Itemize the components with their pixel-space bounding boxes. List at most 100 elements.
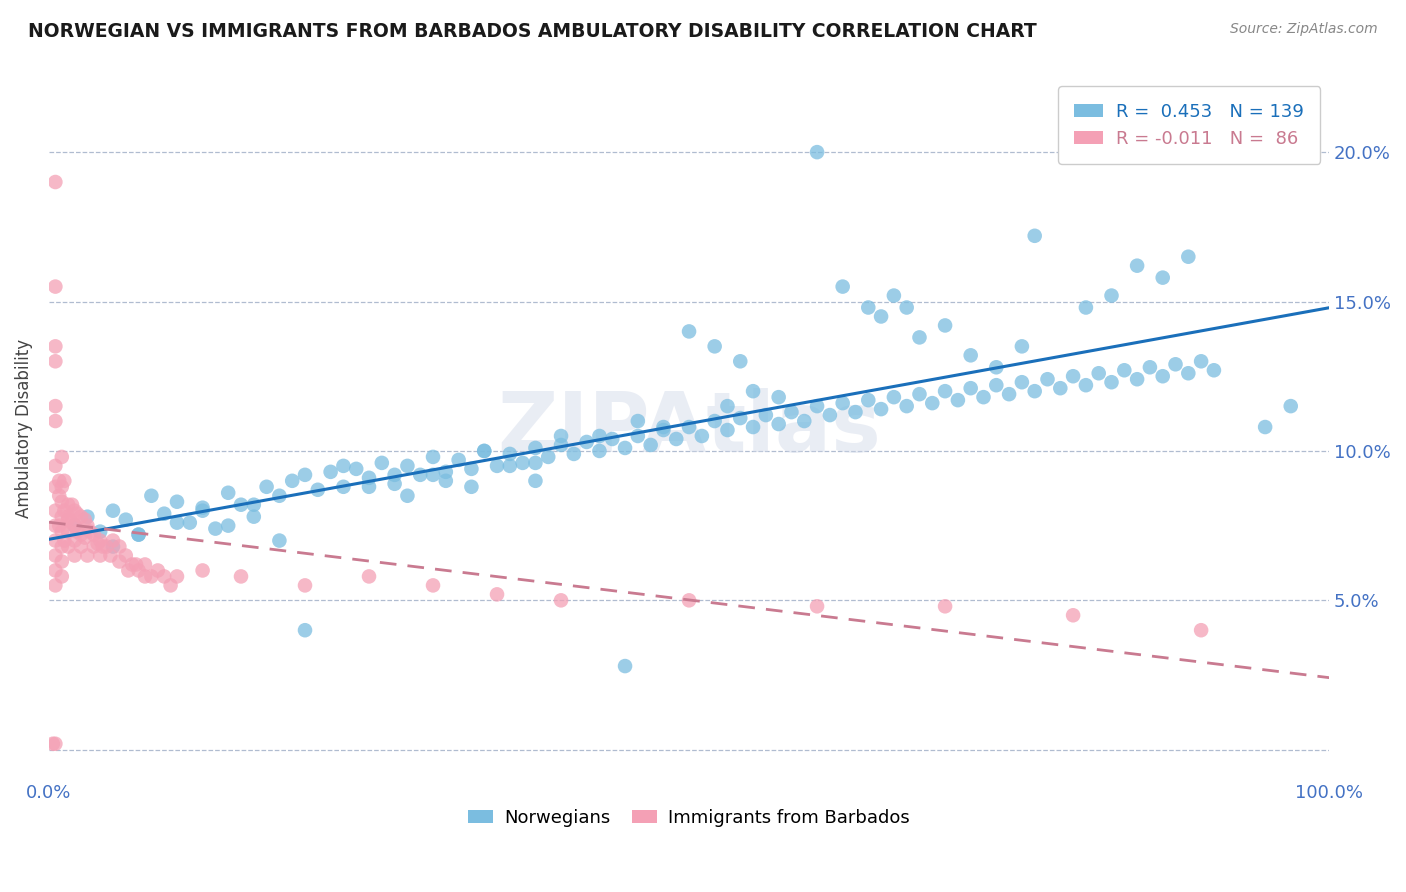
Point xyxy=(191,564,214,578)
Point xyxy=(934,384,956,399)
Point xyxy=(134,558,156,572)
Point xyxy=(153,569,176,583)
Point xyxy=(63,518,86,533)
Point xyxy=(89,524,111,539)
Point xyxy=(806,599,828,614)
Point xyxy=(1087,366,1109,380)
Point xyxy=(1152,270,1174,285)
Point xyxy=(434,465,457,479)
Point xyxy=(896,399,918,413)
Point xyxy=(86,536,108,550)
Point xyxy=(972,390,994,404)
Point xyxy=(986,378,1008,392)
Point xyxy=(652,420,675,434)
Point xyxy=(128,527,150,541)
Point xyxy=(89,533,111,548)
Point xyxy=(1036,372,1059,386)
Point xyxy=(294,624,316,638)
Point xyxy=(294,578,316,592)
Point xyxy=(780,405,803,419)
Point xyxy=(44,414,66,428)
Point xyxy=(357,480,380,494)
Point xyxy=(146,564,169,578)
Point xyxy=(652,423,675,437)
Point xyxy=(472,444,495,458)
Point xyxy=(384,467,406,482)
Point xyxy=(921,396,943,410)
Point xyxy=(101,504,124,518)
Point xyxy=(48,518,70,533)
Point xyxy=(716,399,738,413)
Point xyxy=(434,474,457,488)
Point xyxy=(108,554,131,568)
Point xyxy=(44,578,66,592)
Point xyxy=(117,564,139,578)
Point xyxy=(627,414,650,428)
Point xyxy=(575,434,598,449)
Point xyxy=(678,325,700,339)
Point xyxy=(678,420,700,434)
Point xyxy=(934,599,956,614)
Point xyxy=(166,494,188,508)
Point xyxy=(883,390,905,404)
Point xyxy=(51,494,73,508)
Point xyxy=(703,414,725,428)
Point xyxy=(51,540,73,554)
Point xyxy=(550,429,572,443)
Point xyxy=(51,509,73,524)
Point xyxy=(806,399,828,413)
Point xyxy=(524,456,547,470)
Point xyxy=(1177,366,1199,380)
Point xyxy=(357,471,380,485)
Point xyxy=(101,533,124,548)
Point xyxy=(63,533,86,548)
Point xyxy=(44,279,66,293)
Point xyxy=(179,516,201,530)
Point xyxy=(793,414,815,428)
Point xyxy=(959,348,981,362)
Point xyxy=(1189,354,1212,368)
Point xyxy=(588,429,610,443)
Point xyxy=(998,387,1021,401)
Text: ZIPAtlas: ZIPAtlas xyxy=(498,388,882,469)
Point xyxy=(128,564,150,578)
Point xyxy=(91,540,114,554)
Point xyxy=(66,524,89,539)
Point xyxy=(53,474,76,488)
Point xyxy=(66,507,89,521)
Point xyxy=(191,500,214,515)
Point xyxy=(89,549,111,563)
Point xyxy=(269,489,291,503)
Point xyxy=(217,518,239,533)
Point xyxy=(256,480,278,494)
Point xyxy=(665,432,688,446)
Point xyxy=(125,558,148,572)
Point xyxy=(1049,381,1071,395)
Point xyxy=(217,485,239,500)
Point xyxy=(307,483,329,497)
Point xyxy=(44,354,66,368)
Point xyxy=(70,540,93,554)
Point xyxy=(76,518,98,533)
Point xyxy=(755,408,778,422)
Point xyxy=(44,564,66,578)
Point xyxy=(409,467,432,482)
Point xyxy=(83,527,105,541)
Point xyxy=(1126,259,1149,273)
Point xyxy=(460,462,482,476)
Point xyxy=(243,498,266,512)
Point xyxy=(108,540,131,554)
Point xyxy=(1164,357,1187,371)
Point xyxy=(63,518,86,533)
Point xyxy=(730,354,752,368)
Point xyxy=(319,465,342,479)
Point xyxy=(588,444,610,458)
Point xyxy=(101,540,124,554)
Point xyxy=(51,524,73,539)
Point xyxy=(422,578,444,592)
Point xyxy=(44,533,66,548)
Point xyxy=(934,318,956,333)
Point xyxy=(243,509,266,524)
Point xyxy=(96,540,118,554)
Point xyxy=(128,527,150,541)
